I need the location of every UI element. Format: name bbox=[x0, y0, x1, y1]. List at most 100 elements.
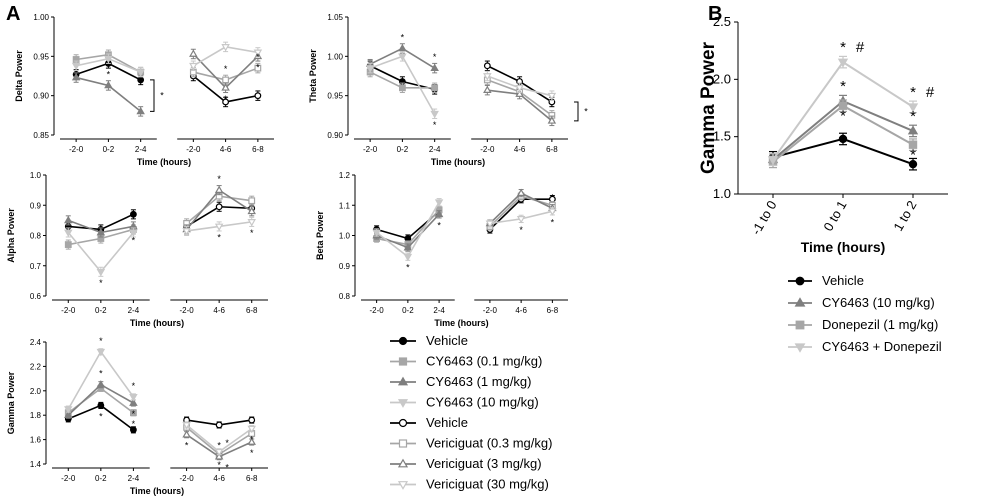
x-tick-label: 4-6 bbox=[515, 306, 527, 315]
data-point bbox=[247, 425, 256, 434]
significance-mark: * bbox=[840, 78, 846, 95]
legend-swatch-marker bbox=[398, 418, 408, 428]
data-point bbox=[515, 84, 524, 93]
significance-mark: * bbox=[910, 108, 916, 125]
data-point bbox=[136, 69, 145, 77]
data-point bbox=[838, 101, 848, 110]
y-tick-label: 0.9 bbox=[30, 201, 42, 210]
data-point bbox=[221, 44, 230, 52]
x-tick-label: -2-0 bbox=[179, 306, 194, 315]
x-tick-label: 4-6 bbox=[213, 474, 225, 483]
data-point bbox=[215, 203, 223, 211]
data-point bbox=[483, 62, 491, 70]
significance-mark: * bbox=[584, 106, 588, 116]
data-point bbox=[430, 110, 439, 119]
y-tick-label: 1.00 bbox=[33, 13, 49, 22]
legend-label: Vehicle bbox=[426, 333, 468, 348]
significance-mark: * bbox=[217, 174, 221, 184]
data-point bbox=[398, 53, 407, 61]
x-tick-label: 1 to 2 bbox=[890, 198, 919, 234]
data-point bbox=[403, 243, 413, 251]
y-tick-label: 1.00 bbox=[327, 52, 343, 61]
data-point bbox=[214, 185, 224, 193]
data-point bbox=[129, 229, 138, 238]
legend-swatch-marker bbox=[398, 439, 408, 448]
data-point bbox=[485, 220, 495, 228]
x-tick-label: 0-2 bbox=[397, 145, 409, 154]
y-tick-label: 1.6 bbox=[30, 436, 42, 445]
legend-label: CY6463 (10 mg/kg) bbox=[822, 295, 935, 310]
data-point bbox=[64, 229, 73, 238]
data-point bbox=[430, 63, 439, 71]
x-tick-label: 6-8 bbox=[246, 306, 258, 315]
x-tick-label: -2-0 bbox=[61, 474, 76, 483]
chart-delta: 0.85 0.90 0.95 1.00 -2-0 0-2 2-4 -2-0 4-6 6-8 Time… bbox=[14, 13, 274, 167]
data-point bbox=[908, 159, 918, 169]
data-point bbox=[96, 380, 106, 388]
data-point bbox=[372, 229, 381, 238]
data-point bbox=[64, 410, 73, 419]
data-point bbox=[189, 62, 198, 71]
data-point bbox=[516, 188, 526, 196]
data-point bbox=[403, 253, 413, 262]
chart-gamma-a: 1.4 1.6 1.8 2.0 2.2 2.4 -2-0 0-2 2-4 -2-0 4-6 6-8 Ti… bbox=[6, 336, 268, 496]
significance-mark: * bbox=[132, 409, 136, 419]
x-axis-title: Time (hours) bbox=[801, 239, 886, 255]
panel-b-label: B bbox=[708, 3, 722, 25]
data-point bbox=[182, 228, 191, 236]
significance-mark: * bbox=[160, 91, 164, 101]
significance-mark: # bbox=[856, 39, 865, 56]
x-tick-label: 2-4 bbox=[135, 145, 147, 154]
significance-mark: * bbox=[433, 52, 437, 62]
x-tick-label: 2-4 bbox=[128, 474, 140, 483]
data-point bbox=[515, 89, 524, 97]
data-point bbox=[248, 197, 256, 205]
x-tick-label: 4-6 bbox=[514, 145, 526, 154]
y-tick-label: 1.1 bbox=[339, 201, 351, 210]
x-tick-label: -2-0 bbox=[483, 306, 498, 315]
significance-mark: * bbox=[551, 192, 555, 202]
legend-swatch-marker bbox=[397, 399, 409, 408]
significance-mark: # bbox=[926, 84, 935, 101]
x-axis-title: Time (hours) bbox=[130, 318, 184, 328]
x-tick-label: 2-4 bbox=[433, 306, 445, 315]
data-point bbox=[365, 65, 375, 73]
x-tick-label: 4-6 bbox=[213, 306, 225, 315]
legend-swatch-marker bbox=[795, 276, 805, 286]
y-tick-label: 0.90 bbox=[33, 92, 49, 101]
x-tick-label: 2-4 bbox=[429, 145, 441, 154]
data-point bbox=[838, 134, 848, 144]
y-tick-label: 2.0 bbox=[30, 387, 42, 396]
y-tick-label: 0.8 bbox=[30, 232, 42, 241]
y-tick-label: 0.6 bbox=[30, 292, 42, 301]
significance-mark: * bbox=[139, 78, 143, 88]
significance-mark: * bbox=[401, 32, 405, 42]
y-tick-label: 2.2 bbox=[30, 362, 42, 371]
legend-swatch-marker bbox=[794, 343, 806, 353]
y-tick-label: 2.4 bbox=[30, 338, 42, 347]
legend-label: Vehicle bbox=[822, 273, 864, 288]
significance-mark: * bbox=[910, 147, 916, 164]
significance-mark: * bbox=[217, 460, 221, 470]
legend-label: Vehicle bbox=[426, 415, 468, 430]
x-tick-label: 0-2 bbox=[103, 145, 115, 154]
data-point bbox=[431, 84, 439, 92]
y-tick-label: 0.9 bbox=[339, 262, 351, 271]
legend-label: Vericiguat (0.3 mg/kg) bbox=[426, 436, 552, 451]
data-point bbox=[129, 394, 138, 402]
legend-label: Vericiguat (3 mg/kg) bbox=[426, 456, 542, 471]
data-point bbox=[182, 422, 191, 430]
data-point bbox=[96, 348, 106, 357]
data-point bbox=[96, 268, 106, 277]
y-axis-title: Beta Power bbox=[315, 211, 325, 261]
x-tick-label: 0-2 bbox=[402, 306, 414, 315]
data-point bbox=[64, 215, 73, 224]
y-tick-label: 2.5 bbox=[713, 14, 731, 29]
data-point bbox=[71, 62, 81, 71]
data-point bbox=[214, 448, 224, 457]
x-tick-label: -2-0 bbox=[363, 145, 378, 154]
data-point bbox=[398, 43, 407, 52]
significance-mark: * bbox=[250, 448, 254, 458]
chart-theta: 0.90 0.95 1.00 1.05 -2-0 0-2 2-4 -2-0 4-6 6-8 Time… bbox=[308, 13, 588, 167]
y-tick-label: 0.85 bbox=[33, 131, 49, 140]
